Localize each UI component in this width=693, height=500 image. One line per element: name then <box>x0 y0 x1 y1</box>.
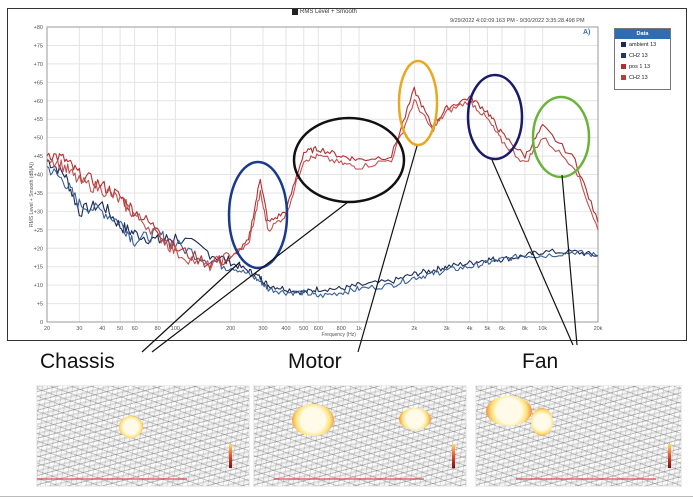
chart-title: RMS Level + Smooth <box>300 9 357 15</box>
svg-text:+65: +65 <box>34 80 43 86</box>
hotspot <box>531 408 553 436</box>
svg-text:4k: 4k <box>467 326 473 332</box>
svg-text:6k: 6k <box>499 326 505 332</box>
legend-swatch-icon <box>621 64 626 69</box>
svg-text:+35: +35 <box>34 191 43 197</box>
svg-text:80: 80 <box>155 326 161 332</box>
svg-text:5k: 5k <box>485 326 491 332</box>
svg-text:600: 600 <box>314 326 323 332</box>
legend: Data ambient 13 CH2 13 pos 1 13 CH2 13 <box>614 28 671 90</box>
chart-title-bar: RMS Level + Smooth <box>292 9 357 15</box>
svg-text:800: 800 <box>337 326 346 332</box>
svg-text:60: 60 <box>132 326 138 332</box>
hotspot <box>292 404 334 436</box>
hotspot <box>399 408 431 430</box>
date-range: 9/29/2022 4:02:09.163 PM - 9/30/2022 3:3… <box>450 18 585 24</box>
thermal-image-chassis <box>36 385 250 487</box>
svg-text:+20: +20 <box>34 246 43 252</box>
color-scale <box>452 444 455 468</box>
color-scale <box>229 444 232 468</box>
svg-text:+70: +70 <box>34 62 43 68</box>
svg-text:1k: 1k <box>356 326 362 332</box>
svg-text:8k: 8k <box>522 326 528 332</box>
svg-text:300: 300 <box>258 326 267 332</box>
svg-text:2k: 2k <box>411 326 417 332</box>
svg-text:Frequency (Hz): Frequency (Hz) <box>321 332 356 338</box>
svg-text:+75: +75 <box>34 43 43 49</box>
app-icon <box>292 9 298 15</box>
svg-text:+80: +80 <box>34 25 43 31</box>
annotation-motor: Motor <box>288 350 342 373</box>
svg-text:40: 40 <box>99 326 105 332</box>
color-scale <box>668 444 671 468</box>
svg-text:50: 50 <box>117 326 123 332</box>
svg-text:+25: +25 <box>34 228 43 234</box>
svg-text:+10: +10 <box>34 283 43 289</box>
svg-text:10k: 10k <box>538 326 547 332</box>
thermal-image-fan <box>475 385 682 487</box>
audio-precision-logo-icon: A) <box>583 29 591 36</box>
svg-text:3k: 3k <box>444 326 450 332</box>
svg-text:30: 30 <box>76 326 82 332</box>
svg-text:RMS Level + Smooth (dB(A)): RMS Level + Smooth (dB(A)) <box>29 162 35 227</box>
svg-text:+50: +50 <box>34 136 43 142</box>
legend-swatch-icon <box>621 42 626 47</box>
svg-text:+40: +40 <box>34 173 43 179</box>
hotspot <box>119 416 143 438</box>
svg-text:+45: +45 <box>34 154 43 160</box>
hotspot <box>486 396 532 426</box>
svg-text:+15: +15 <box>34 265 43 271</box>
legend-item[interactable]: pos 1 13 <box>615 61 670 72</box>
thermal-image-motor <box>253 385 467 487</box>
annotation-fan: Fan <box>522 350 559 373</box>
svg-text:+55: +55 <box>34 117 43 123</box>
svg-text:20: 20 <box>44 326 50 332</box>
legend-item[interactable]: ambient 13 <box>615 39 670 50</box>
svg-text:0: 0 <box>40 320 43 326</box>
annotation-chassis: Chassis <box>40 350 115 373</box>
legend-item[interactable]: CH2 13 <box>615 72 670 83</box>
legend-swatch-icon <box>621 75 626 80</box>
svg-text:200: 200 <box>226 326 235 332</box>
svg-text:+30: +30 <box>34 209 43 215</box>
legend-header: Data <box>615 29 670 39</box>
legend-swatch-icon <box>621 53 626 58</box>
svg-text:+5: +5 <box>37 302 43 308</box>
svg-text:100: 100 <box>171 326 180 332</box>
svg-text:20k: 20k <box>594 326 603 332</box>
legend-item[interactable]: CH2 13 <box>615 50 670 61</box>
svg-text:400: 400 <box>281 326 290 332</box>
divider <box>0 496 693 497</box>
svg-text:+60: +60 <box>34 99 43 105</box>
svg-text:500: 500 <box>299 326 308 332</box>
